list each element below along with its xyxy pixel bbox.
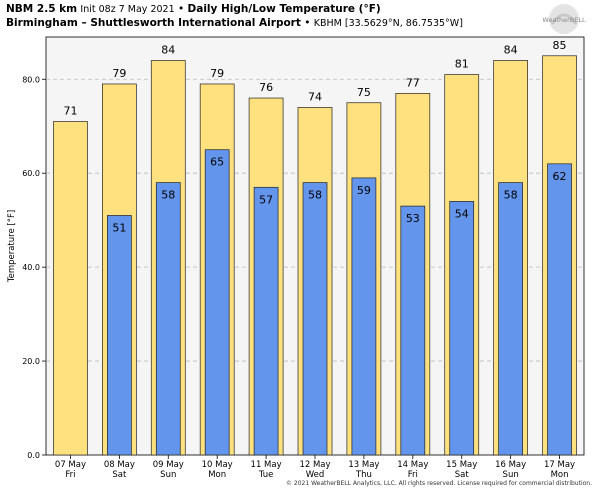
low-temp-label: 53 xyxy=(406,212,420,225)
x-tick-day: Wed xyxy=(306,470,325,480)
high-temp-bar xyxy=(53,121,88,456)
y-tick-label: 80.0 xyxy=(22,75,40,84)
x-tick-day: Mon xyxy=(208,470,226,480)
x-tick-day: Thu xyxy=(355,470,372,480)
weatherbell-logo: WeatherBELL xyxy=(542,4,586,34)
x-tick-day: Sun xyxy=(503,470,519,480)
init-label: Init 08z 7 May 2021 xyxy=(80,4,175,15)
header-line-2: Birmingham – Shuttlesworth International… xyxy=(6,17,463,29)
x-tick-day: Fri xyxy=(408,470,418,480)
low-temp-label: 59 xyxy=(357,184,371,197)
low-temp-label: 57 xyxy=(259,193,273,206)
y-tick-label: 60.0 xyxy=(22,169,40,178)
separator: • xyxy=(304,17,311,29)
high-temp-label: 74 xyxy=(308,90,322,103)
station-name: Birmingham – Shuttlesworth International… xyxy=(6,17,301,29)
high-temp-label: 84 xyxy=(504,43,518,56)
x-tick-date: 12 May xyxy=(299,460,330,470)
low-temp-bar xyxy=(547,163,572,456)
low-temp-bar xyxy=(107,215,132,456)
high-temp-label: 81 xyxy=(455,58,469,71)
x-tick-day: Tue xyxy=(258,470,274,480)
high-temp-label: 85 xyxy=(553,39,567,52)
x-tick-date: 15 May xyxy=(446,460,477,470)
low-temp-label: 58 xyxy=(161,189,175,202)
low-temp-bar xyxy=(204,149,230,456)
x-tick-date: 14 May xyxy=(397,460,428,470)
y-tick-label: 40.0 xyxy=(22,263,40,272)
station-meta: KBHM [33.5629°N, 86.7535°W] xyxy=(313,18,463,29)
x-tick-day: Sat xyxy=(112,470,127,480)
low-temp-bar xyxy=(253,186,279,456)
high-temp-label: 77 xyxy=(406,76,420,89)
header-line-1: NBM 2.5 km Init 08z 7 May 2021 • Daily H… xyxy=(6,3,381,15)
x-tick-date: 16 May xyxy=(495,460,526,470)
x-tick-date: 17 May xyxy=(544,460,575,470)
high-temp-label: 84 xyxy=(161,43,175,56)
low-temp-bar xyxy=(449,201,475,456)
low-temp-label: 58 xyxy=(308,189,322,202)
high-temp-label: 71 xyxy=(63,105,77,118)
x-tick-date: 08 May xyxy=(104,460,135,470)
high-temp-label: 75 xyxy=(357,86,371,99)
low-temp-label: 54 xyxy=(455,207,469,220)
model-label: NBM 2.5 km xyxy=(6,3,78,15)
product-title: Daily High/Low Temperature (°F) xyxy=(187,3,381,15)
x-tick-day: Sun xyxy=(160,470,176,480)
x-tick-day: Fri xyxy=(65,470,75,480)
y-axis-label: Temperature [°F] xyxy=(7,210,17,283)
low-temp-label: 65 xyxy=(210,156,224,169)
y-tick-label: 20.0 xyxy=(22,357,40,366)
high-temp-label: 79 xyxy=(210,67,224,80)
x-tick-date: 13 May xyxy=(348,460,379,470)
high-temp-label: 76 xyxy=(259,81,273,94)
y-tick-label: 0.0 xyxy=(27,451,40,460)
high-temp-label: 79 xyxy=(112,67,126,80)
low-temp-bar xyxy=(498,182,523,456)
low-temp-bar xyxy=(302,182,328,456)
x-tick-date: 09 May xyxy=(153,460,184,470)
low-temp-label: 51 xyxy=(112,221,126,234)
low-temp-label: 58 xyxy=(504,189,518,202)
copyright-notice: © 2021 WeatherBELL Analytics, LLC. All r… xyxy=(286,480,592,487)
low-temp-label: 62 xyxy=(553,170,567,183)
x-tick-date: 11 May xyxy=(251,460,282,470)
x-tick-date: 10 May xyxy=(202,460,233,470)
x-tick-date: 07 May xyxy=(55,460,86,470)
x-tick-day: Mon xyxy=(551,470,569,480)
low-temp-bar xyxy=(351,177,377,456)
x-tick-day: Sat xyxy=(455,470,470,480)
separator: • xyxy=(177,3,185,15)
low-temp-bar xyxy=(155,182,181,456)
low-temp-bar xyxy=(400,205,426,456)
svg-text:WeatherBELL: WeatherBELL xyxy=(542,16,586,24)
